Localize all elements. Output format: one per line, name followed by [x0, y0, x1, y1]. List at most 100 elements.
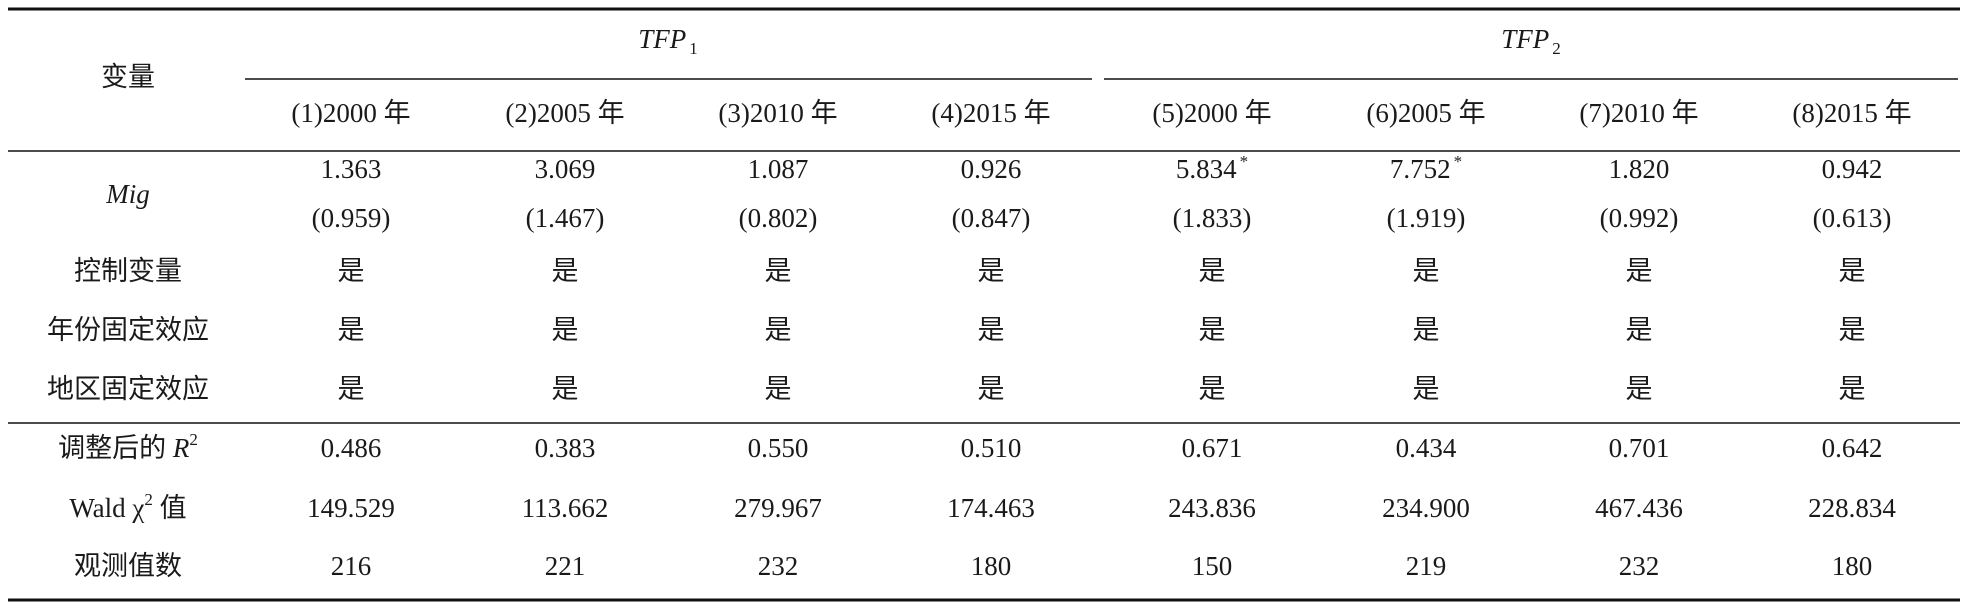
column-header: (4)2015 年	[931, 98, 1050, 128]
cell: 0.510	[961, 433, 1022, 463]
column-header: (7)2010 年	[1579, 98, 1698, 128]
cell: 是	[1413, 256, 1440, 286]
cell: 0.550	[748, 433, 809, 463]
group-name: TFP	[1501, 24, 1549, 54]
cell: 228.834	[1808, 493, 1896, 523]
cell: 是	[765, 315, 792, 345]
coefficient-value: 0.926	[961, 154, 1022, 184]
row-label: 观测值数	[74, 551, 182, 581]
cell: 是	[338, 374, 365, 404]
group-subscript: 2	[1552, 39, 1561, 58]
coefficient: 0.942	[1822, 154, 1883, 184]
cell: 0.701	[1609, 433, 1670, 463]
row-label: 年份固定效应	[47, 315, 209, 345]
column-header: (8)2015 年	[1792, 98, 1911, 128]
cell: 是	[1413, 374, 1440, 404]
standard-error: (0.959)	[312, 203, 391, 233]
label-superscript: 2	[189, 430, 198, 449]
label-text: Wald χ	[69, 493, 144, 523]
corner-header: 变量	[101, 62, 155, 92]
cell: 是	[1839, 256, 1866, 286]
significance-star: *	[1454, 152, 1463, 171]
cell: 0.642	[1822, 433, 1883, 463]
cell: 219	[1406, 551, 1447, 581]
coefficient-value: 7.752	[1390, 154, 1451, 184]
coefficient: 5.834 *	[1176, 152, 1248, 184]
column-header: (5)2000 年	[1152, 98, 1271, 128]
cell: 234.900	[1382, 493, 1470, 523]
cell: 0.671	[1182, 433, 1243, 463]
cell: 113.662	[522, 493, 609, 523]
cell: 是	[1626, 374, 1653, 404]
cell: 232	[1619, 551, 1660, 581]
column-header: (2)2005 年	[505, 98, 624, 128]
cell: 180	[1832, 551, 1873, 581]
column-header: (1)2000 年	[291, 98, 410, 128]
column-header: (6)2005 年	[1366, 98, 1485, 128]
coefficient: 1.087	[748, 154, 809, 184]
cell: 279.967	[734, 493, 822, 523]
standard-error: (1.919)	[1387, 203, 1466, 233]
cell: 174.463	[947, 493, 1035, 523]
cell: 是	[1199, 256, 1226, 286]
cell: 180	[971, 551, 1012, 581]
cell: 0.486	[321, 433, 382, 463]
coefficient: 0.926	[961, 154, 1022, 184]
label-text: 调整后的	[58, 433, 173, 463]
coefficient-value: 1.087	[748, 154, 809, 184]
coefficient-value: 5.834	[1176, 154, 1237, 184]
cell: 是	[978, 315, 1005, 345]
coefficient-value: 1.820	[1609, 154, 1670, 184]
cell: 216	[331, 551, 372, 581]
cell: 是	[1626, 315, 1653, 345]
coefficient: 7.752 *	[1390, 152, 1462, 184]
cell: 是	[552, 256, 579, 286]
cell: 是	[338, 315, 365, 345]
coefficient: 1.363	[321, 154, 382, 184]
label-text: R	[172, 433, 190, 463]
coefficient: 3.069	[535, 154, 596, 184]
row-label: Mig	[105, 179, 150, 209]
cell: 是	[1626, 256, 1653, 286]
cell: 是	[978, 256, 1005, 286]
standard-error: (0.613)	[1813, 203, 1892, 233]
group-header: TFP 2	[1501, 24, 1561, 58]
cell: 是	[765, 374, 792, 404]
coefficient-value: 1.363	[321, 154, 382, 184]
label-text: 地区固定效应	[47, 374, 209, 404]
cell: 150	[1192, 551, 1233, 581]
label-superscript: 2	[144, 490, 153, 509]
group-name: TFP	[638, 24, 686, 54]
standard-error: (1.467)	[526, 203, 605, 233]
standard-error: (0.847)	[952, 203, 1031, 233]
cell: 是	[1199, 374, 1226, 404]
cell: 是	[552, 374, 579, 404]
cell: 是	[1839, 374, 1866, 404]
cell: 是	[765, 256, 792, 286]
cell: 232	[758, 551, 799, 581]
row-label: 调整后的 R2	[58, 430, 198, 463]
standard-error: (0.802)	[739, 203, 818, 233]
cell: 467.436	[1595, 493, 1683, 523]
cell: 是	[1199, 315, 1226, 345]
standard-error: (0.992)	[1600, 203, 1679, 233]
cell: 是	[338, 256, 365, 286]
cell: 243.836	[1168, 493, 1256, 523]
label-text: 值	[153, 493, 187, 523]
label-text: 控制变量	[74, 256, 182, 286]
cell: 是	[978, 374, 1005, 404]
label-text: 年份固定效应	[47, 315, 209, 345]
cell: 149.529	[307, 493, 395, 523]
group-subscript: 1	[689, 39, 698, 58]
row-label: Wald χ2 值	[69, 490, 186, 523]
label-text: 观测值数	[74, 551, 182, 581]
coefficient-value: 0.942	[1822, 154, 1883, 184]
group-header: TFP 1	[638, 24, 698, 58]
cell: 0.434	[1396, 433, 1457, 463]
coefficient-value: 3.069	[535, 154, 596, 184]
cell: 是	[1413, 315, 1440, 345]
coefficient: 1.820	[1609, 154, 1670, 184]
significance-star: *	[1240, 152, 1249, 171]
